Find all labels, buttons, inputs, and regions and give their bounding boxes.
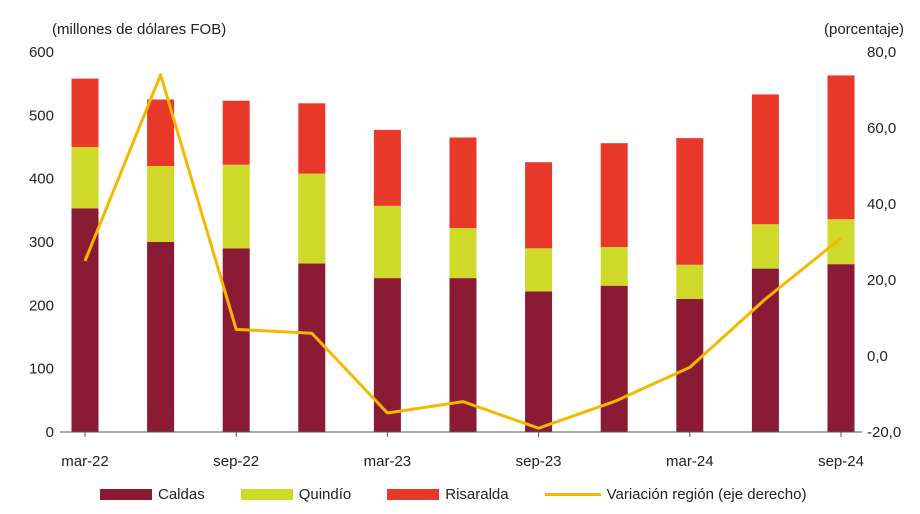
bar-quindio — [298, 173, 326, 264]
bar-quindio — [827, 219, 855, 265]
legend-item-risaralda: Risaralda — [387, 486, 509, 503]
bar-caldas — [449, 278, 477, 432]
bar-caldas — [600, 285, 628, 432]
bar-risaralda — [600, 143, 628, 248]
y-right-tick-label: 20,0 — [867, 272, 896, 289]
bar-quindio — [147, 166, 175, 242]
legend-swatch-caldas — [100, 489, 152, 500]
y-axis-right-label: (porcentaje) — [824, 21, 904, 38]
bar-risaralda — [147, 99, 175, 166]
y-right-tick-label: 40,0 — [867, 196, 896, 213]
y-right-tick-label: 60,0 — [867, 120, 896, 137]
bar-quindio — [751, 224, 779, 269]
legend-item-caldas: Caldas — [100, 486, 205, 503]
y-axis-left-label: (millones de dólares FOB) — [52, 21, 226, 38]
legend-swatch-quindio — [240, 489, 293, 500]
y-left-tick-label: 500 — [29, 107, 54, 124]
legend: Caldas Quindío Risaralda Variación regió… — [100, 486, 806, 503]
bar-quindio — [373, 205, 401, 279]
bar-risaralda — [449, 137, 477, 229]
bar-quindio — [600, 247, 628, 286]
y-axis-right-ticks: -20,0 0,0 20,0 40,0 60,0 80,0 — [867, 44, 901, 441]
y-right-tick-label: 80,0 — [867, 44, 896, 61]
x-tick-label: sep-24 — [818, 453, 864, 470]
bar-caldas — [373, 278, 401, 432]
bar-caldas — [751, 268, 779, 432]
x-tick-label: mar-23 — [364, 453, 412, 470]
legend-swatch-variacion — [544, 493, 601, 496]
y-left-tick-label: 600 — [29, 44, 54, 61]
legend-label-variacion: Variación región (eje derecho) — [606, 486, 807, 503]
x-tick-label: sep-22 — [213, 453, 259, 470]
y-left-tick-label: 0 — [46, 424, 54, 441]
y-left-tick-label: 300 — [29, 234, 54, 251]
bar-quindio — [676, 264, 704, 299]
x-tick-label: sep-23 — [516, 453, 562, 470]
bar-caldas — [71, 208, 99, 432]
bar-risaralda — [525, 162, 553, 249]
legend-item-quindio: Quindío — [240, 486, 352, 503]
bar-risaralda — [298, 103, 326, 174]
bar-risaralda — [71, 78, 99, 147]
legend-label-caldas: Caldas — [158, 486, 205, 503]
bar-risaralda — [827, 75, 855, 220]
legend-label-quindio: Quindío — [298, 486, 352, 503]
bar-caldas — [147, 242, 175, 432]
bar-risaralda — [373, 129, 401, 206]
y-left-tick-label: 400 — [29, 171, 54, 188]
legend-label-risaralda: Risaralda — [445, 486, 509, 503]
x-axis-ticks: mar-22 sep-22 mar-23 sep-23 mar-24 sep-24 — [61, 432, 864, 470]
bar-quindio — [71, 147, 99, 209]
x-tick-label: mar-22 — [61, 453, 109, 470]
bar-quindio — [222, 164, 250, 249]
legend-swatch-risaralda — [387, 489, 440, 500]
bar-risaralda — [751, 94, 779, 225]
y-left-tick-label: 100 — [29, 361, 54, 378]
bar-risaralda — [676, 138, 704, 265]
bar-quindio — [525, 248, 553, 292]
line-variacion — [83, 73, 842, 430]
bar-caldas — [298, 263, 326, 432]
legend-item-variacion: Variación región (eje derecho) — [544, 486, 807, 503]
y-right-tick-label: -20,0 — [867, 424, 901, 441]
y-axis-left-ticks: 0 100 200 300 400 500 600 — [29, 44, 54, 441]
bar-risaralda — [222, 100, 250, 165]
bar-caldas — [827, 264, 855, 432]
bar-caldas — [222, 248, 250, 432]
bar-quindio — [449, 228, 477, 279]
x-tick-label: mar-24 — [666, 453, 714, 470]
y-left-tick-label: 200 — [29, 297, 54, 314]
line-series — [83, 73, 842, 430]
bars — [71, 75, 855, 432]
bar-caldas — [525, 291, 553, 432]
y-right-tick-label: 0,0 — [867, 348, 888, 365]
